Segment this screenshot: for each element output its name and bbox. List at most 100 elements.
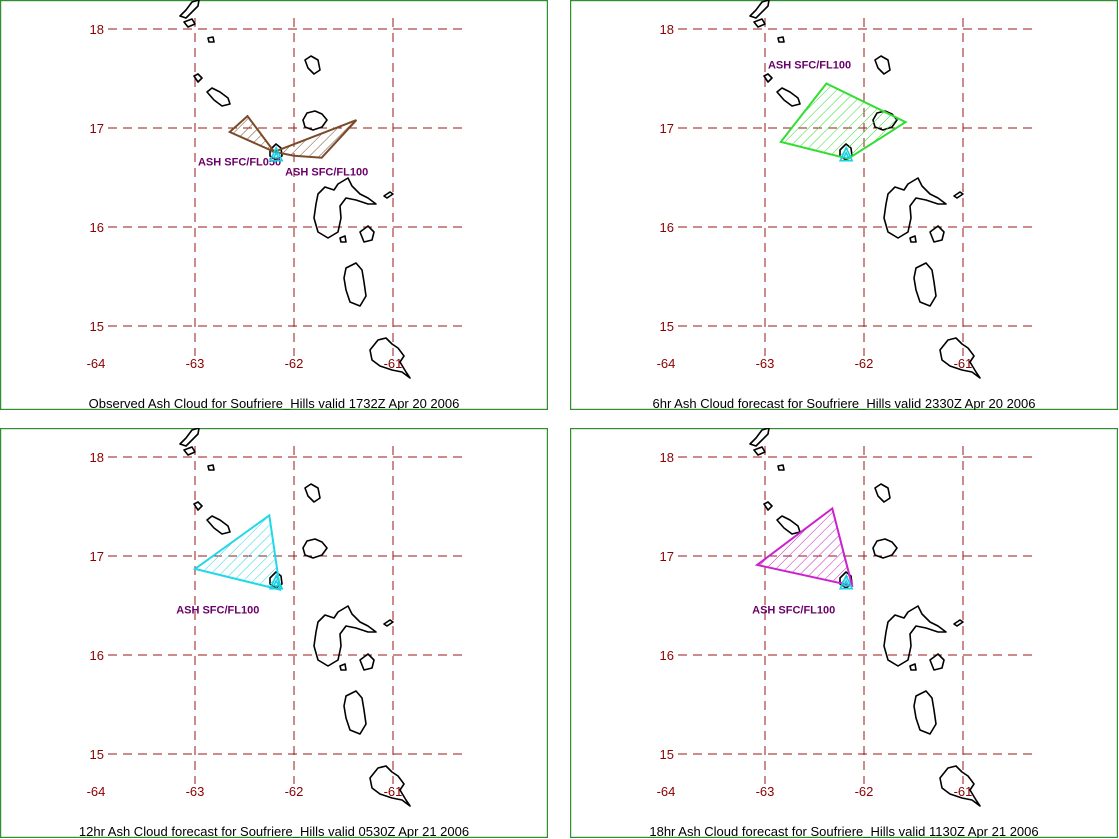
marie-galante-island-outline — [929, 653, 945, 671]
desirade-island-outline — [953, 191, 964, 199]
barbuda-island-outline — [304, 55, 321, 75]
volcano-marker-icon — [838, 573, 854, 590]
barbuda-island-outline — [304, 483, 321, 503]
latitude-tick-label: 16 — [90, 220, 104, 235]
nevis-island-outline — [193, 501, 203, 511]
ash-map: 18 17 16 15 -64 -63 -62 -61 ASH SFC/FL050 ASH SFC… — [0, 0, 548, 410]
anguilla-island-outline — [749, 0, 770, 19]
les-saintes-island-outline — [909, 663, 917, 671]
marie-galante-island-outline — [359, 225, 375, 243]
st-kitts-island-outline — [206, 515, 231, 535]
latitude-tick-label: 17 — [660, 549, 674, 564]
st-kitts-island-outline — [776, 515, 801, 535]
martinique-island-outline — [939, 337, 981, 379]
volcano-marker-icon — [838, 145, 854, 162]
antigua-island-outline — [302, 110, 328, 131]
coastlines — [179, 0, 411, 379]
coastlines — [749, 0, 981, 379]
latitude-tick-label: 15 — [90, 319, 104, 334]
latitude-tick-label: 16 — [660, 220, 674, 235]
longitude-tick-label: -64 — [87, 356, 106, 371]
panel-caption: Observed Ash Cloud for Soufriere_Hills v… — [89, 396, 460, 410]
anguilla-island-outline — [749, 428, 770, 447]
martinique-island-outline — [369, 765, 411, 807]
latitude-tick-label: 15 — [660, 319, 674, 334]
st-kitts-island-outline — [206, 87, 231, 107]
latitude-tick-label: 18 — [90, 22, 104, 37]
longitude-tick-label: -61 — [954, 784, 973, 799]
panel-observed: 18 17 16 15 -64 -63 -62 -61 ASH SFC/FL050 ASH SFC… — [0, 0, 548, 410]
ash-map: 18 17 16 15 -64 -63 -62 -61 ASH SFC/FL100 18hr As… — [570, 428, 1118, 838]
longitude-tick-label: -63 — [756, 356, 775, 371]
st-martin-island-outline — [183, 446, 196, 456]
panel-frame — [570, 0, 1118, 410]
panel-caption: 18hr Ash Cloud forecast for Soufriere_Hi… — [649, 824, 1038, 838]
desirade-island-outline — [383, 191, 394, 199]
dominica-island-outline — [343, 262, 367, 307]
latitude-tick-label: 18 — [90, 450, 104, 465]
panel-6hr-forecast: 18 17 16 15 -64 -63 -62 -61 ASH SFC/FL100 6hr Ash… — [570, 0, 1118, 410]
panel-caption: 6hr Ash Cloud forecast for Soufriere_Hil… — [653, 396, 1036, 410]
latitude-tick-label: 16 — [660, 648, 674, 663]
longitude-tick-label: -62 — [285, 784, 304, 799]
longitude-tick-label: -63 — [756, 784, 775, 799]
longitude-tick-label: -61 — [384, 784, 403, 799]
latitude-tick-label: 15 — [660, 747, 674, 762]
longitude-tick-label: -62 — [855, 356, 874, 371]
martinique-island-outline — [369, 337, 411, 379]
latitude-tick-label: 18 — [660, 22, 674, 37]
dominica-island-outline — [343, 690, 367, 735]
saba-island-outline — [777, 36, 785, 43]
panel-frame — [0, 428, 548, 838]
longitude-tick-label: -63 — [186, 784, 205, 799]
panel-12hr-forecast: 18 17 16 15 -64 -63 -62 -61 ASH SFC/FL100 12hr As… — [0, 428, 548, 838]
longitude-tick-label: -61 — [384, 356, 403, 371]
ash-cloud-polygon — [192, 513, 282, 592]
dominica-island-outline — [913, 262, 937, 307]
latitude-tick-label: 17 — [660, 121, 674, 136]
latitude-tick-label: 17 — [90, 549, 104, 564]
guadeloupe-island-outline — [313, 605, 377, 667]
graticule — [678, 446, 1032, 784]
latitude-tick-label: 16 — [90, 648, 104, 663]
martinique-island-outline — [939, 765, 981, 807]
longitude-tick-label: -63 — [186, 356, 205, 371]
graticule — [678, 18, 1032, 356]
guadeloupe-island-outline — [883, 177, 947, 239]
saba-island-outline — [207, 36, 215, 43]
st-martin-island-outline — [753, 446, 766, 456]
longitude-tick-label: -64 — [87, 784, 106, 799]
longitude-tick-label: -61 — [954, 356, 973, 371]
ash-cloud-polygon — [270, 119, 358, 159]
panel-18hr-forecast: 18 17 16 15 -64 -63 -62 -61 ASH SFC/FL100 18hr As… — [570, 428, 1118, 838]
ash-map: 18 17 16 15 -64 -63 -62 -61 ASH SFC/FL100 6hr Ash… — [570, 0, 1118, 410]
nevis-island-outline — [193, 73, 203, 83]
ash-cloud-label: ASH SFC/FL100 — [768, 60, 851, 72]
latitude-tick-label: 18 — [660, 450, 674, 465]
montserrat-island-outline — [269, 143, 283, 161]
nevis-island-outline — [763, 73, 773, 83]
barbuda-island-outline — [874, 55, 891, 75]
ash-cloud-label: ASH SFC/FL100 — [176, 604, 259, 616]
ash-cloud-label: ASH SFC/FL100 — [285, 167, 368, 179]
longitude-tick-label: -62 — [855, 784, 874, 799]
ash-cloud-label: ASH SFC/FL100 — [752, 604, 835, 616]
guadeloupe-island-outline — [313, 177, 377, 239]
st-kitts-island-outline — [776, 87, 801, 107]
antigua-island-outline — [302, 538, 328, 559]
latitude-tick-label: 17 — [90, 121, 104, 136]
antigua-island-outline — [872, 538, 898, 559]
coastlines — [749, 428, 981, 807]
marie-galante-island-outline — [929, 225, 945, 243]
anguilla-island-outline — [179, 0, 200, 19]
panel-frame — [0, 0, 548, 410]
saba-island-outline — [777, 464, 785, 471]
latitude-tick-label: 15 — [90, 747, 104, 762]
barbuda-island-outline — [874, 483, 891, 503]
desirade-island-outline — [953, 619, 964, 627]
volcano-marker-icon — [268, 573, 284, 590]
ash-map: 18 17 16 15 -64 -63 -62 -61 ASH SFC/FL100 12hr As… — [0, 428, 548, 838]
volcano-marker-icon — [268, 145, 284, 162]
desirade-island-outline — [383, 619, 394, 627]
st-martin-island-outline — [753, 18, 766, 28]
